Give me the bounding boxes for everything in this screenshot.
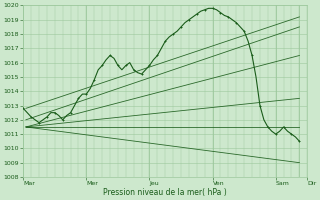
X-axis label: Pression niveau de la mer( hPa ): Pression niveau de la mer( hPa ): [103, 188, 227, 197]
